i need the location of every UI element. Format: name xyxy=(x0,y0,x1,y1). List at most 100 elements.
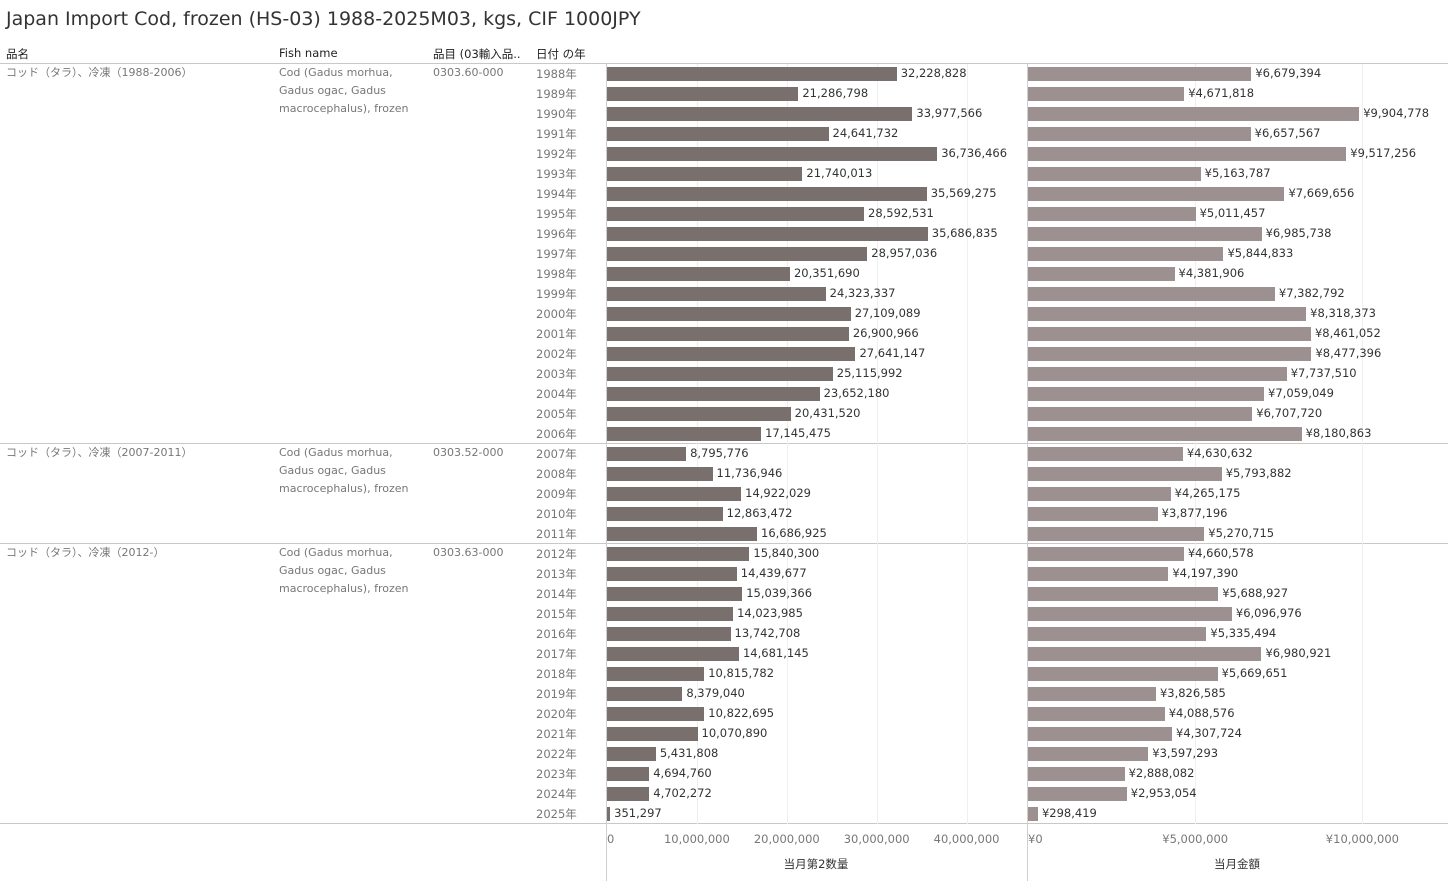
group-name-jp[interactable]: コッド（タラ）、冷凍（1988-2006） xyxy=(6,66,193,79)
group-fish-name[interactable]: macrocephalus), frozen xyxy=(279,482,409,495)
value-bar[interactable] xyxy=(1028,67,1252,81)
quantity-bar[interactable] xyxy=(607,407,791,421)
quantity-bar[interactable] xyxy=(607,487,742,501)
value-bar[interactable] xyxy=(1028,507,1158,521)
quantity-bar[interactable] xyxy=(607,627,731,641)
value-bar[interactable] xyxy=(1028,667,1218,681)
quantity-bar[interactable] xyxy=(607,67,897,81)
value-bar[interactable] xyxy=(1028,547,1184,561)
quantity-bar[interactable] xyxy=(607,647,739,661)
quantity-bar[interactable] xyxy=(607,787,650,801)
value-bar[interactable] xyxy=(1028,227,1262,241)
group-fish-name[interactable]: Gadus ogac, Gadus xyxy=(279,464,386,477)
group-fish-name[interactable]: Gadus ogac, Gadus xyxy=(279,84,386,97)
group-fish-name[interactable]: Cod (Gadus morhua, xyxy=(279,66,393,79)
quantity-bar[interactable] xyxy=(607,227,928,241)
value-bar[interactable] xyxy=(1028,87,1185,101)
year-label[interactable]: 2021年 xyxy=(536,727,577,741)
group-fish-name[interactable]: Cod (Gadus morhua, xyxy=(279,446,393,459)
year-label[interactable]: 1994年 xyxy=(536,187,577,201)
value-bar[interactable] xyxy=(1028,687,1156,701)
quantity-bar[interactable] xyxy=(607,547,750,561)
quantity-bar[interactable] xyxy=(607,167,803,181)
quantity-bar[interactable] xyxy=(607,707,705,721)
column-header-year[interactable]: 日付 の年 xyxy=(536,47,586,61)
quantity-bar[interactable] xyxy=(607,727,698,741)
quantity-bar[interactable] xyxy=(607,287,826,301)
value-bar[interactable] xyxy=(1028,127,1251,141)
value-bar[interactable] xyxy=(1028,787,1127,801)
group-name-jp[interactable]: コッド（タラ）、冷凍（2007-2011） xyxy=(6,446,193,459)
quantity-bar[interactable] xyxy=(607,107,913,121)
quantity-bar[interactable] xyxy=(607,427,762,441)
value-bar[interactable] xyxy=(1028,747,1149,761)
quantity-bar[interactable] xyxy=(607,527,757,541)
year-label[interactable]: 2019年 xyxy=(536,687,577,701)
value-bar[interactable] xyxy=(1028,767,1125,781)
quantity-bar[interactable] xyxy=(607,367,833,381)
value-bar[interactable] xyxy=(1028,607,1232,621)
group-fish-name[interactable]: macrocephalus), frozen xyxy=(279,582,409,595)
year-label[interactable]: 1997年 xyxy=(536,247,577,261)
year-label[interactable]: 2023年 xyxy=(536,767,577,781)
value-bar[interactable] xyxy=(1028,287,1275,301)
value-bar[interactable] xyxy=(1028,407,1253,421)
year-label[interactable]: 2010年 xyxy=(536,507,577,521)
year-label[interactable]: 1998年 xyxy=(536,267,577,281)
year-label[interactable]: 2009年 xyxy=(536,487,577,501)
year-label[interactable]: 2018年 xyxy=(536,667,577,681)
quantity-bar[interactable] xyxy=(607,467,713,481)
group-fish-name[interactable]: macrocephalus), frozen xyxy=(279,102,409,115)
year-label[interactable]: 2003年 xyxy=(536,367,577,381)
year-label[interactable]: 2014年 xyxy=(536,587,577,601)
year-label[interactable]: 2015年 xyxy=(536,607,577,621)
quantity-bar[interactable] xyxy=(607,147,938,161)
year-label[interactable]: 2001年 xyxy=(536,327,577,341)
value-bar[interactable] xyxy=(1028,527,1205,541)
value-bar[interactable] xyxy=(1028,447,1183,461)
year-label[interactable]: 2022年 xyxy=(536,747,577,761)
group-fish-name[interactable]: Cod (Gadus morhua, xyxy=(279,546,393,559)
year-label[interactable]: 2020年 xyxy=(536,707,577,721)
year-label[interactable]: 2008年 xyxy=(536,467,577,481)
value-bar[interactable] xyxy=(1028,627,1207,641)
quantity-bar[interactable] xyxy=(607,587,743,601)
year-label[interactable]: 2012年 xyxy=(536,547,577,561)
quantity-bar[interactable] xyxy=(607,607,734,621)
value-bar[interactable] xyxy=(1028,167,1201,181)
value-bar[interactable] xyxy=(1028,587,1219,601)
group-code[interactable]: 0303.60-000 xyxy=(433,66,504,79)
value-bar[interactable] xyxy=(1028,707,1165,721)
value-bar[interactable] xyxy=(1028,187,1285,201)
year-label[interactable]: 2011年 xyxy=(536,527,577,541)
column-header-code[interactable]: 品目 (03輸入品.. xyxy=(433,47,521,61)
year-label[interactable]: 1996年 xyxy=(536,227,577,241)
quantity-bar[interactable] xyxy=(607,327,849,341)
group-fish-name[interactable]: Gadus ogac, Gadus xyxy=(279,564,386,577)
year-label[interactable]: 2017年 xyxy=(536,647,577,661)
year-label[interactable]: 2013年 xyxy=(536,567,577,581)
quantity-bar[interactable] xyxy=(607,667,705,681)
year-label[interactable]: 2000年 xyxy=(536,307,577,321)
year-label[interactable]: 2016年 xyxy=(536,627,577,641)
value-bar[interactable] xyxy=(1028,247,1224,261)
year-label[interactable]: 1995年 xyxy=(536,207,577,221)
quantity-bar[interactable] xyxy=(607,347,856,361)
year-label[interactable]: 1990年 xyxy=(536,107,577,121)
value-bar[interactable] xyxy=(1028,207,1196,221)
value-bar[interactable] xyxy=(1028,807,1038,821)
year-label[interactable]: 2002年 xyxy=(536,347,577,361)
quantity-bar[interactable] xyxy=(607,387,820,401)
quantity-bar[interactable] xyxy=(607,567,737,581)
column-header-fish-name[interactable]: Fish name xyxy=(279,46,338,60)
quantity-bar[interactable] xyxy=(607,767,650,781)
year-label[interactable]: 2004年 xyxy=(536,387,577,401)
column-header-name-jp[interactable]: 品名 xyxy=(6,47,29,61)
value-bar[interactable] xyxy=(1028,327,1311,341)
year-label[interactable]: 2007年 xyxy=(536,447,577,461)
value-bar[interactable] xyxy=(1028,487,1171,501)
quantity-bar[interactable] xyxy=(607,247,868,261)
quantity-bar[interactable] xyxy=(607,747,656,761)
value-bar[interactable] xyxy=(1028,347,1312,361)
value-bar[interactable] xyxy=(1028,647,1262,661)
